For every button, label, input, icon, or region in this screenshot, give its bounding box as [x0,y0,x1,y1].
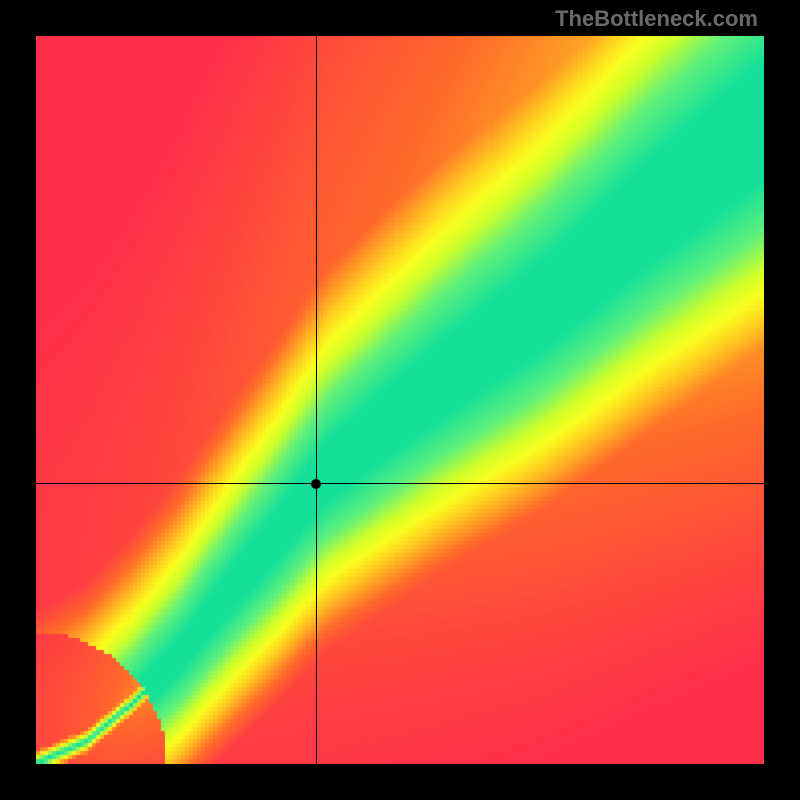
frame-right [764,0,800,800]
crosshair-horizontal [36,483,764,484]
heatmap-plot [36,36,764,764]
watermark-text: TheBottleneck.com [555,6,758,32]
crosshair-vertical [316,36,317,764]
heatmap-canvas [36,36,764,764]
frame-left [0,0,36,800]
crosshair-point [311,479,321,489]
frame-bottom [0,764,800,800]
